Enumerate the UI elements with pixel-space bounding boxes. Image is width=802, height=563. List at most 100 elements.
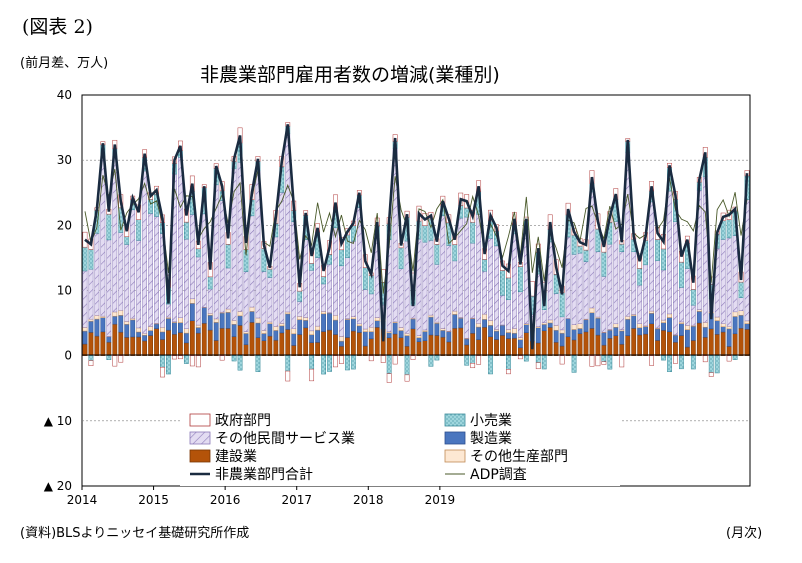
x-tick-label-0: 2014 — [67, 493, 98, 507]
bar-other-goods-101 — [684, 325, 690, 331]
bar-construction-9 — [136, 336, 142, 356]
bar-other-goods-71 — [506, 329, 511, 333]
bar-construction-7 — [124, 337, 130, 356]
bar-manufacturing-100 — [679, 323, 684, 336]
bar-construction-58 — [428, 334, 434, 356]
bar-retail-neg-40 — [321, 355, 326, 375]
bar-construction-13 — [160, 339, 165, 356]
bar-retail-17 — [183, 221, 189, 240]
bar-construction-4 — [106, 341, 112, 356]
bar-retail-84 — [583, 249, 589, 262]
bar-retail-neg-29 — [255, 355, 261, 372]
bar-retail-53 — [398, 247, 404, 269]
bar-construction-70 — [500, 335, 505, 356]
bar-construction-31 — [267, 335, 273, 356]
bar-manufacturing-81 — [565, 318, 571, 338]
bar-construction-17 — [183, 342, 189, 356]
bar-group-58 — [428, 211, 434, 367]
bar-manufacturing-70 — [500, 324, 505, 336]
bar-other-private-17 — [183, 238, 189, 329]
bar-other-private-44 — [345, 257, 350, 319]
bar-manufacturing-5 — [112, 315, 118, 325]
bar-manufacturing-104 — [702, 326, 708, 338]
bar-other-private-79 — [553, 293, 559, 326]
bar-government-neg-86 — [595, 355, 601, 367]
bar-retail-neg-77 — [541, 355, 547, 370]
bar-other-private-93 — [637, 284, 643, 324]
bar-manufacturing-32 — [273, 330, 279, 341]
bar-construction-42 — [333, 334, 338, 356]
bar-manufacturing-61 — [446, 331, 452, 343]
bar-group-8 — [130, 195, 136, 356]
bar-other-private-10 — [142, 170, 148, 334]
bar-manufacturing-18 — [189, 303, 195, 321]
bar-manufacturing-37 — [303, 320, 309, 329]
bar-manufacturing-55 — [410, 318, 416, 330]
bar-other-goods-10 — [142, 332, 148, 336]
bar-group-36 — [297, 283, 303, 356]
bar-other-goods-67 — [482, 313, 487, 320]
bar-other-goods-93 — [637, 323, 643, 329]
bar-construction-57 — [422, 340, 428, 356]
bar-other-private-37 — [303, 239, 309, 318]
legend-label-manufacturing: 製造業 — [470, 431, 512, 447]
bar-construction-63 — [458, 327, 464, 356]
bar-construction-46 — [356, 332, 362, 356]
bar-other-private-88 — [607, 243, 613, 330]
bar-construction-15 — [172, 333, 177, 356]
bar-other-goods-106 — [714, 316, 720, 321]
bar-construction-3 — [100, 331, 106, 356]
bar-construction-69 — [494, 339, 499, 356]
bar-retail-neg-68 — [488, 355, 493, 375]
bar-retail-11 — [148, 199, 153, 214]
bar-group-11 — [148, 192, 153, 356]
bar-group-67 — [482, 248, 487, 356]
bar-other-goods-24 — [225, 308, 231, 313]
legend-label-other_goods: その他生産部門 — [470, 449, 568, 465]
y-tick-label-4: 0 — [64, 349, 72, 363]
bar-construction-47 — [362, 345, 368, 356]
bar-retail-31 — [267, 268, 273, 278]
bar-government-neg-108 — [726, 355, 732, 362]
bar-other-private-30 — [261, 271, 267, 331]
bar-other-goods-34 — [285, 311, 291, 315]
bar-construction-62 — [452, 327, 458, 356]
bar-manufacturing-103 — [696, 311, 702, 324]
bar-construction-74 — [523, 332, 529, 356]
bar-manufacturing-77 — [541, 324, 547, 332]
bar-other-private-48 — [368, 293, 374, 328]
bar-retail-44 — [345, 234, 350, 258]
bar-group-57 — [422, 213, 428, 356]
bar-group-100 — [679, 250, 684, 370]
bar-construction-103 — [696, 322, 702, 356]
bar-retail-67 — [482, 259, 487, 272]
unit-label: (前月差、万人) — [20, 56, 109, 71]
bar-manufacturing-28 — [249, 311, 255, 323]
bar-other-private-38 — [309, 270, 315, 332]
bar-group-31 — [267, 266, 273, 356]
bar-other-private-40 — [321, 283, 326, 312]
bar-manufacturing-60 — [440, 330, 446, 338]
bar-manufacturing-82 — [571, 329, 577, 341]
bar-other-goods-91 — [625, 316, 631, 320]
bar-retail-80 — [559, 292, 565, 318]
bar-other-goods-18 — [189, 298, 195, 304]
bar-other-private-27 — [243, 271, 249, 332]
bar-manufacturing-95 — [649, 313, 654, 325]
bar-retail-neg-13 — [160, 355, 165, 368]
bar-group-107 — [720, 212, 726, 356]
bar-group-48 — [368, 272, 374, 362]
bar-manufacturing-68 — [488, 325, 493, 338]
bar-other-private-32 — [273, 236, 279, 327]
bar-construction-22 — [213, 340, 219, 356]
bar-other-private-20 — [201, 213, 207, 308]
bar-other-goods-36 — [297, 316, 303, 320]
bar-government-neg-105 — [708, 372, 714, 377]
bar-other-private-24 — [225, 267, 231, 310]
bar-other-private-77 — [541, 309, 547, 324]
bar-construction-55 — [410, 328, 416, 356]
bar-construction-1 — [88, 332, 94, 356]
legend-label-adp: ADP調査 — [470, 467, 527, 483]
bar-retail-65 — [470, 221, 476, 244]
bar-manufacturing-108 — [726, 328, 732, 347]
